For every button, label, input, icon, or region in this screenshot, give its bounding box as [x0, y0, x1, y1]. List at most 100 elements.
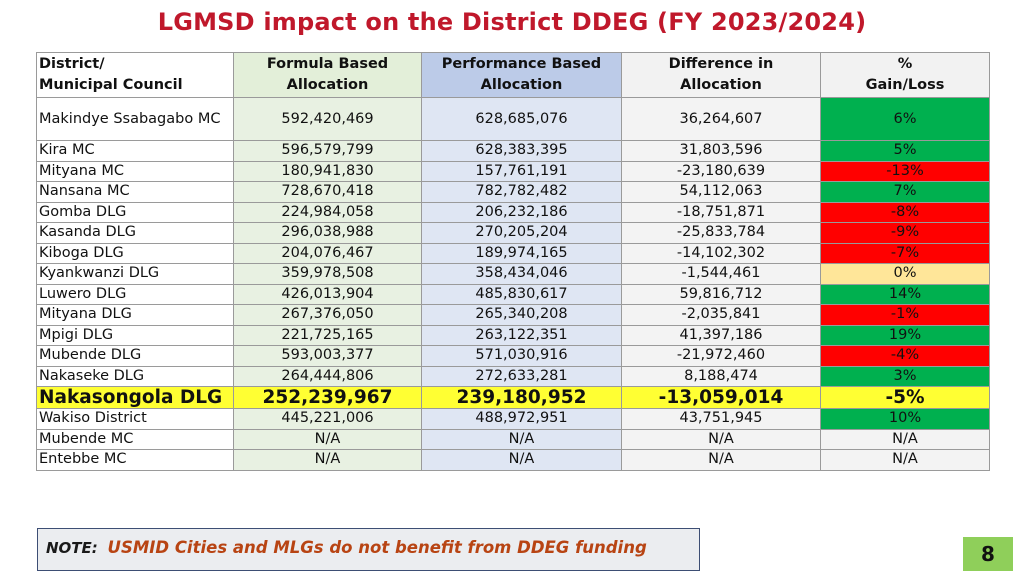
gain-loss-cell: -13%	[820, 160, 990, 182]
gain-loss-cell: -9%	[820, 222, 990, 244]
difference-cell: -14,102,302	[621, 242, 821, 264]
formula-cell: N/A	[233, 449, 422, 471]
district-cell: Makindye Ssabagabo MC	[36, 97, 234, 141]
district-cell: Luwero DLG	[36, 283, 234, 305]
difference-cell: 36,264,607	[621, 97, 821, 141]
table-row: Wakiso District 445,221,006 488,972,951 …	[36, 408, 990, 430]
performance-cell: 189,974,165	[421, 242, 622, 264]
performance-cell: 239,180,952	[421, 386, 622, 409]
formula-cell: 359,978,508	[233, 263, 422, 285]
note-box: NOTE: USMID Cities and MLGs do not benef…	[37, 528, 700, 571]
header-performance-line2: Allocation	[480, 77, 563, 93]
district-cell: Kasanda DLG	[36, 222, 234, 244]
difference-cell: 41,397,186	[621, 324, 821, 346]
performance-cell: 263,122,351	[421, 324, 622, 346]
formula-cell: 596,579,799	[233, 140, 422, 162]
header-formula-line2: Allocation	[286, 77, 369, 93]
note-text: USMID Cities and MLGs do not benefit fro…	[107, 538, 647, 557]
header-performance-line1: Performance Based	[441, 56, 602, 72]
allocation-table: District/ Municipal Council Formula Base…	[36, 52, 990, 471]
gain-loss-cell: -8%	[820, 201, 990, 223]
table-row: Nakaseke DLG 264,444,806 272,633,281 8,1…	[36, 365, 990, 387]
gain-loss-cell: -1%	[820, 304, 990, 326]
header-formula-line1: Formula Based	[266, 56, 389, 72]
slide-title: LGMSD impact on the District DDEG (FY 20…	[157, 8, 867, 36]
difference-cell: 59,816,712	[621, 283, 821, 305]
performance-cell: N/A	[421, 428, 622, 450]
header-difference-line1: Difference in	[668, 56, 774, 72]
district-cell: Mpigi DLG	[36, 324, 234, 346]
header-difference: Difference in Allocation	[621, 52, 821, 98]
performance-cell: 265,340,208	[421, 304, 622, 326]
header-formula: Formula Based Allocation	[233, 52, 422, 98]
formula-cell: 204,076,467	[233, 242, 422, 264]
formula-cell: N/A	[233, 428, 422, 450]
performance-cell: 485,830,617	[421, 283, 622, 305]
district-cell: Nakaseke DLG	[36, 365, 234, 387]
difference-cell: -1,544,461	[621, 263, 821, 285]
gain-loss-cell: -7%	[820, 242, 990, 264]
difference-cell: -25,833,784	[621, 222, 821, 244]
table-row: Kyankwanzi DLG 359,978,508 358,434,046 -…	[36, 263, 990, 285]
performance-cell: 782,782,482	[421, 181, 622, 203]
difference-cell: 31,803,596	[621, 140, 821, 162]
header-gain-line2: Gain/Loss	[865, 77, 945, 93]
difference-cell: -21,972,460	[621, 345, 821, 367]
note-label: NOTE:	[46, 539, 98, 557]
table-row: Nansana MC 728,670,418 782,782,482 54,11…	[36, 181, 990, 203]
performance-cell: 270,205,204	[421, 222, 622, 244]
formula-cell: 252,239,967	[233, 386, 422, 409]
district-cell: Mityana MC	[36, 160, 234, 182]
gain-loss-cell: 5%	[820, 140, 990, 162]
page-number: 8	[963, 537, 1013, 571]
formula-cell: 221,725,165	[233, 324, 422, 346]
district-cell: Mubende MC	[36, 428, 234, 450]
difference-cell: 54,112,063	[621, 181, 821, 203]
formula-cell: 445,221,006	[233, 408, 422, 430]
difference-cell: -18,751,871	[621, 201, 821, 223]
table-row: Makindye Ssabagabo MC 592,420,469 628,68…	[36, 97, 990, 141]
difference-cell: N/A	[621, 449, 821, 471]
gain-loss-cell: 3%	[820, 365, 990, 387]
header-district: District/ Municipal Council	[36, 52, 234, 98]
table-row: Luwero DLG 426,013,904 485,830,617 59,81…	[36, 283, 990, 305]
header-gain-line1: %	[897, 56, 913, 72]
gain-loss-cell: N/A	[820, 449, 990, 471]
formula-cell: 728,670,418	[233, 181, 422, 203]
gain-loss-cell: 10%	[820, 408, 990, 430]
table-row: Kira MC 596,579,799 628,383,395 31,803,5…	[36, 140, 990, 162]
header-district-line1: District/	[39, 56, 105, 72]
table-header-row: District/ Municipal Council Formula Base…	[36, 52, 990, 98]
header-performance: Performance Based Allocation	[421, 52, 622, 98]
district-cell: Mityana DLG	[36, 304, 234, 326]
header-difference-line2: Allocation	[680, 77, 762, 93]
district-cell: Mubende DLG	[36, 345, 234, 367]
formula-cell: 180,941,830	[233, 160, 422, 182]
gain-loss-cell: 6%	[820, 97, 990, 141]
table-row: Entebbe MC N/A N/A N/A N/A	[36, 449, 990, 471]
table-row: Mpigi DLG 221,725,165 263,122,351 41,397…	[36, 324, 990, 346]
difference-cell: 8,188,474	[621, 365, 821, 387]
gain-loss-cell: 14%	[820, 283, 990, 305]
table-row: Kasanda DLG 296,038,988 270,205,204 -25,…	[36, 222, 990, 244]
formula-cell: 224,984,058	[233, 201, 422, 223]
district-cell: Entebbe MC	[36, 449, 234, 471]
district-cell: Kyankwanzi DLG	[36, 263, 234, 285]
performance-cell: 571,030,916	[421, 345, 622, 367]
difference-cell: -23,180,639	[621, 160, 821, 182]
gain-loss-cell: 0%	[820, 263, 990, 285]
formula-cell: 426,013,904	[233, 283, 422, 305]
performance-cell: 157,761,191	[421, 160, 622, 182]
performance-cell: 358,434,046	[421, 263, 622, 285]
formula-cell: 264,444,806	[233, 365, 422, 387]
performance-cell: 488,972,951	[421, 408, 622, 430]
district-cell: Gomba DLG	[36, 201, 234, 223]
table-row: Mubende DLG 593,003,377 571,030,916 -21,…	[36, 345, 990, 367]
performance-cell: 272,633,281	[421, 365, 622, 387]
difference-cell: 43,751,945	[621, 408, 821, 430]
district-cell: Nansana MC	[36, 181, 234, 203]
formula-cell: 296,038,988	[233, 222, 422, 244]
header-district-line2: Municipal Council	[39, 77, 183, 93]
performance-cell: N/A	[421, 449, 622, 471]
district-cell: Nakasongola DLG	[36, 386, 234, 409]
